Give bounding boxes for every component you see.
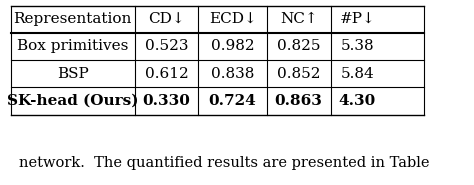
Text: SK-head (Ours): SK-head (Ours) bbox=[7, 94, 138, 108]
Text: Representation: Representation bbox=[13, 12, 132, 26]
Text: 5.38: 5.38 bbox=[341, 39, 374, 53]
Text: 5.84: 5.84 bbox=[341, 67, 374, 81]
Text: 0.852: 0.852 bbox=[277, 67, 320, 81]
Text: 0.330: 0.330 bbox=[143, 94, 191, 108]
Text: 0.612: 0.612 bbox=[145, 67, 188, 81]
Text: BSP: BSP bbox=[57, 67, 89, 81]
Text: 0.982: 0.982 bbox=[211, 39, 255, 53]
Text: network.  The quantified results are presented in Table: network. The quantified results are pres… bbox=[19, 156, 429, 170]
Text: ECD↓: ECD↓ bbox=[209, 12, 256, 26]
Text: Box primitives: Box primitives bbox=[17, 39, 128, 53]
Text: #P↓: #P↓ bbox=[339, 12, 375, 26]
Text: CD↓: CD↓ bbox=[148, 12, 185, 26]
Text: 0.825: 0.825 bbox=[277, 39, 320, 53]
Text: 0.863: 0.863 bbox=[274, 94, 322, 108]
Text: 0.523: 0.523 bbox=[145, 39, 188, 53]
Text: NC↑: NC↑ bbox=[280, 12, 318, 26]
Text: 4.30: 4.30 bbox=[339, 94, 376, 108]
Text: 0.724: 0.724 bbox=[209, 94, 256, 108]
Text: 0.838: 0.838 bbox=[211, 67, 254, 81]
